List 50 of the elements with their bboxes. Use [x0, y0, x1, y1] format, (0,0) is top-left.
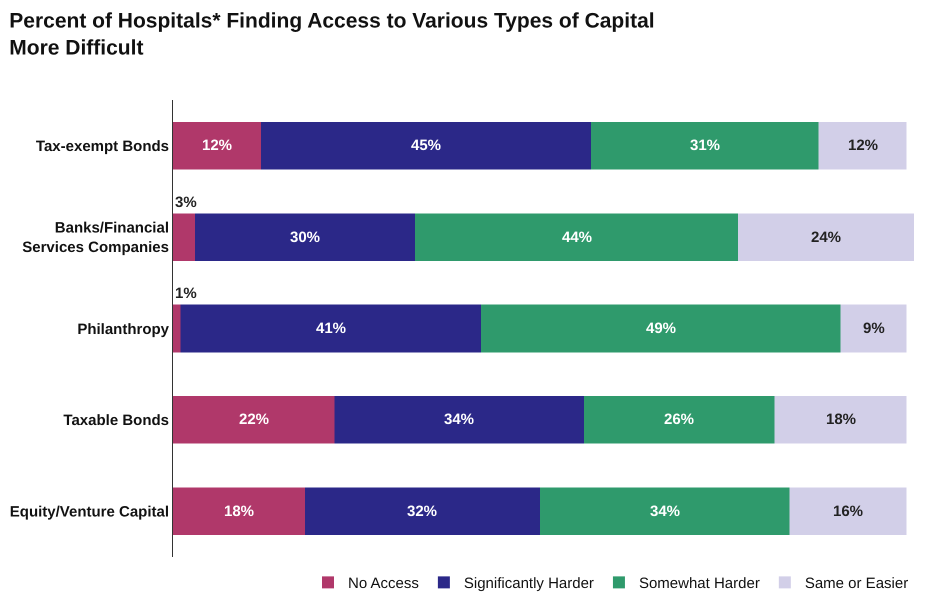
bar	[584, 396, 775, 444]
bar	[818, 122, 907, 170]
bar	[334, 396, 584, 444]
y-tick-label: Philanthropy	[77, 320, 170, 338]
bar	[738, 213, 914, 261]
y-tick-label: Equity/Venture Capital	[10, 504, 169, 521]
data-label: 45%	[411, 137, 442, 154]
bar	[591, 122, 819, 170]
data-label: 41%	[316, 320, 346, 337]
data-label: 22%	[239, 411, 270, 428]
data-label: 1%	[175, 285, 197, 302]
bar	[173, 122, 262, 170]
data-label: 34%	[650, 503, 680, 520]
bar	[261, 122, 592, 170]
y-tick-label: Tax-exempt Bonds	[36, 138, 169, 155]
legend-label: Significantly Harder	[464, 575, 594, 592]
bar	[305, 488, 540, 536]
data-label: 24%	[811, 229, 842, 246]
bar	[173, 396, 334, 444]
data-label: 31%	[690, 137, 720, 154]
legend-label: No Access	[348, 575, 419, 592]
bar	[180, 304, 482, 352]
bar	[540, 488, 790, 536]
chart-title: Percent of Hospitals* Finding Access to Various Types of Capital More Difficult	[9, 9, 655, 60]
legend-label: Somewhat Harder	[638, 575, 760, 592]
bar	[173, 213, 196, 261]
bar	[481, 304, 841, 352]
data-label: 18%	[826, 411, 856, 428]
bar	[789, 488, 907, 536]
data-label: 16%	[833, 503, 864, 520]
bar	[774, 396, 907, 444]
data-label: 26%	[664, 411, 694, 428]
data-label: 49%	[646, 320, 676, 337]
data-label: 34%	[444, 411, 474, 428]
data-label: 30%	[290, 229, 320, 246]
y-tick-label: Banks/Financial Services Companies	[22, 220, 169, 256]
bar	[840, 304, 907, 352]
data-label: 18%	[224, 503, 254, 520]
bar	[173, 488, 306, 536]
data-label: 12%	[202, 137, 232, 154]
bar	[173, 304, 180, 352]
bar	[415, 213, 738, 261]
data-label: 9%	[863, 320, 885, 337]
data-label: 12%	[848, 137, 878, 154]
data-label: 3%	[175, 194, 197, 211]
legend-label: Same or Easier	[804, 575, 908, 592]
bar	[195, 213, 416, 261]
data-label: 32%	[407, 503, 438, 520]
data-label: 44%	[562, 229, 592, 246]
y-tick-label: Taxable Bonds	[63, 412, 169, 430]
